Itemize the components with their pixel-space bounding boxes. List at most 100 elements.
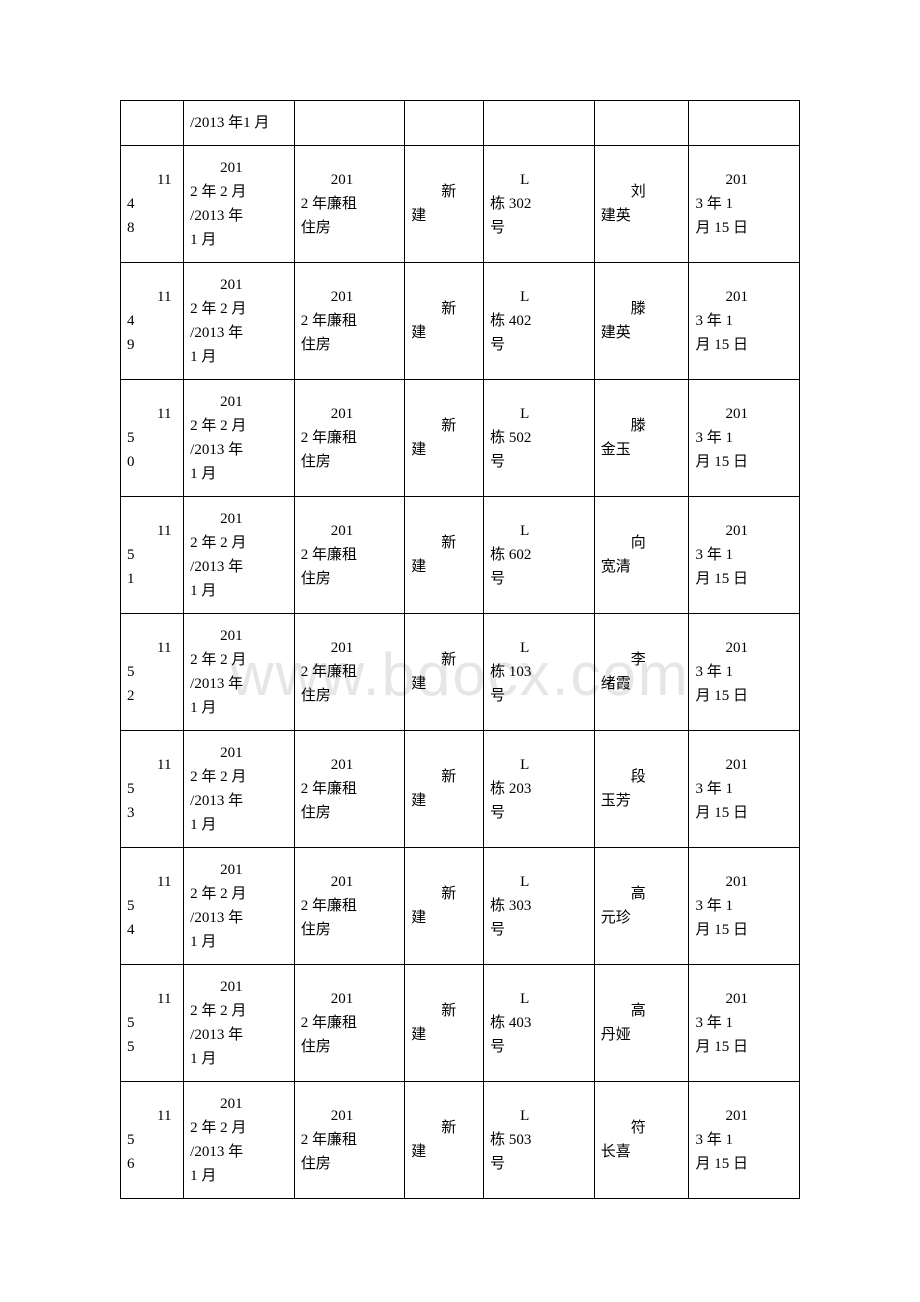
cell-date: 201 3 年 1 月 15 日 [689, 1082, 800, 1199]
cell-text: L [490, 402, 588, 426]
cell-text: 114 [127, 285, 177, 333]
cell-date [689, 101, 800, 146]
cell-text: 月 15 日 [695, 1035, 793, 1059]
cell-text: 1 月 [190, 1047, 288, 1071]
cell-name: 向 宽清 [594, 497, 689, 614]
cell-text: 新 [411, 999, 477, 1023]
cell-text: 号 [490, 216, 588, 240]
cell-text: 滕 [601, 297, 683, 321]
cell-date: 201 3 年 1 月 15 日 [689, 965, 800, 1082]
cell-text: 3 年 1 [695, 660, 793, 684]
cell-text: 3 [127, 801, 177, 825]
cell-text: 丹娅 [601, 1023, 683, 1047]
cell-text: 201 [695, 870, 793, 894]
cell-period: 201 2 年 2 月 /2013 年 1 月 [184, 380, 295, 497]
cell-text: /2013 年 [190, 555, 288, 579]
cell-text: 月 15 日 [695, 333, 793, 357]
cell-text: 201 [695, 636, 793, 660]
cell-name: 高 丹娅 [594, 965, 689, 1082]
cell-index: 114 9 [121, 263, 184, 380]
cell-period: 201 2 年 2 月 /2013 年 1 月 [184, 263, 295, 380]
cell-text: 栋 503 [490, 1128, 588, 1152]
cell-text: 2 年廉租 [301, 777, 399, 801]
table-row: 115 6 201 2 年 2 月 /2013 年 1 月 201 2 年廉租 … [121, 1082, 800, 1199]
cell-text: 1 [127, 567, 177, 591]
cell-text: 115 [127, 636, 177, 684]
table-row: /2013 年1 月 [121, 101, 800, 146]
cell-text: 1 月 [190, 930, 288, 954]
cell-text: 1 月 [190, 813, 288, 837]
cell-text: 2 年廉租 [301, 894, 399, 918]
cell-text: 201 [190, 507, 288, 531]
table-row: 114 8 201 2 年 2 月 /2013 年 1 月 201 2 年廉租 … [121, 146, 800, 263]
cell-date: 201 3 年 1 月 15 日 [689, 146, 800, 263]
cell-period: 201 2 年 2 月 /2013 年 1 月 [184, 146, 295, 263]
cell-unit: L 栋 203 号 [484, 731, 595, 848]
cell-text: 4 [127, 918, 177, 942]
cell-text: 号 [490, 333, 588, 357]
cell-text: 115 [127, 519, 177, 567]
cell-text: 栋 302 [490, 192, 588, 216]
cell-status: 新 建 [405, 965, 484, 1082]
cell-text: 新 [411, 765, 477, 789]
table-row: 115 3 201 2 年 2 月 /2013 年 1 月 201 2 年廉租 … [121, 731, 800, 848]
cell-index: 115 5 [121, 965, 184, 1082]
cell-text: 住房 [301, 1035, 399, 1059]
cell-text: /2013 年 [190, 321, 288, 345]
cell-text: /2013 年 [190, 789, 288, 813]
cell-text: 2 年廉租 [301, 1011, 399, 1035]
cell-period: 201 2 年 2 月 /2013 年 1 月 [184, 497, 295, 614]
cell-text: 高 [601, 882, 683, 906]
cell-text: 栋 402 [490, 309, 588, 333]
cell-text: 2 年廉租 [301, 426, 399, 450]
cell-text: 栋 303 [490, 894, 588, 918]
cell-text: 住房 [301, 801, 399, 825]
cell-text: 2 年 2 月 [190, 180, 288, 204]
cell-text: 2 年廉租 [301, 660, 399, 684]
cell-text: 2 年 2 月 [190, 531, 288, 555]
cell-name: 高 元珍 [594, 848, 689, 965]
cell-text: 8 [127, 216, 177, 240]
cell-text: 建 [411, 438, 477, 462]
cell-index: 115 1 [121, 497, 184, 614]
cell-text: 新 [411, 531, 477, 555]
cell-status: 新 建 [405, 848, 484, 965]
cell-name: 李 绪霞 [594, 614, 689, 731]
cell-unit: L 栋 302 号 [484, 146, 595, 263]
cell-name [594, 101, 689, 146]
cell-text: 201 [695, 402, 793, 426]
document-page: /2013 年1 月 114 8 201 2 年 2 月 /2013 年 1 月 [0, 0, 920, 1299]
cell-unit: L 栋 103 号 [484, 614, 595, 731]
cell-text: 115 [127, 1104, 177, 1152]
cell-text: 号 [490, 450, 588, 474]
cell-text: 住房 [301, 918, 399, 942]
cell-text: 2 年 2 月 [190, 648, 288, 672]
cell-text: 月 15 日 [695, 801, 793, 825]
table-row: 114 9 201 2 年 2 月 /2013 年 1 月 201 2 年廉租 … [121, 263, 800, 380]
table-row: 115 1 201 2 年 2 月 /2013 年 1 月 201 2 年廉租 … [121, 497, 800, 614]
cell-text: 3 年 1 [695, 777, 793, 801]
cell-text: 住房 [301, 684, 399, 708]
cell-name: 符 长喜 [594, 1082, 689, 1199]
cell-text: /2013 年 [190, 1023, 288, 1047]
cell-text: 绪霞 [601, 672, 683, 696]
cell-text: 建 [411, 204, 477, 228]
cell-text: 建 [411, 789, 477, 813]
cell-text: 新 [411, 1116, 477, 1140]
cell-index: 115 0 [121, 380, 184, 497]
cell-text: 1 月 [190, 579, 288, 603]
cell-text: 住房 [301, 1152, 399, 1176]
cell-text: 住房 [301, 216, 399, 240]
cell-text: 住房 [301, 333, 399, 357]
cell-text: 0 [127, 450, 177, 474]
cell-text: 月 15 日 [695, 918, 793, 942]
cell-text: 2 年 2 月 [190, 297, 288, 321]
cell-text: 3 年 1 [695, 1128, 793, 1152]
cell-text: 新 [411, 297, 477, 321]
cell-text: 201 [301, 168, 399, 192]
cell-status: 新 建 [405, 497, 484, 614]
cell-date: 201 3 年 1 月 15 日 [689, 497, 800, 614]
cell-text: /2013 年 [190, 1140, 288, 1164]
cell-type: 201 2 年廉租 住房 [294, 380, 405, 497]
cell-text: L [490, 753, 588, 777]
